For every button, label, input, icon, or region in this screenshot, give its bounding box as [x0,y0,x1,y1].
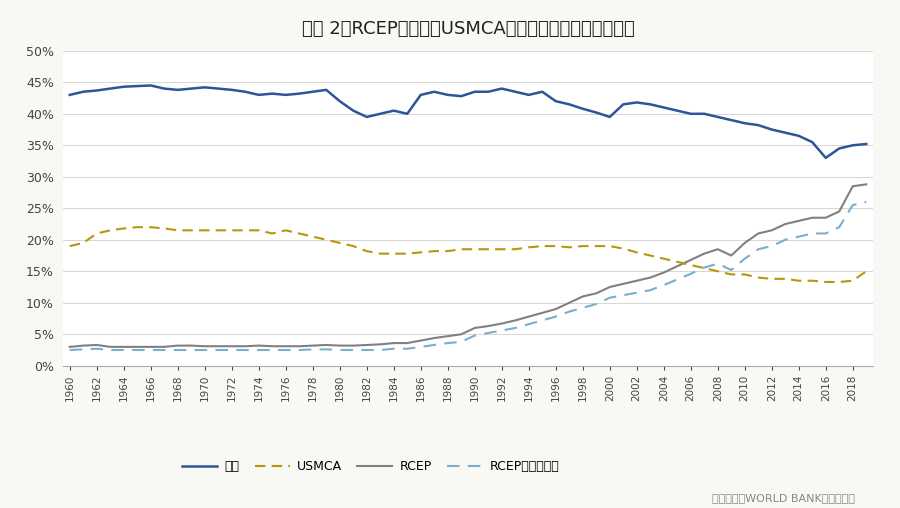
欧盟 [860,141,871,147]
Line: RCEP（除印度）: RCEP（除印度） [70,202,866,350]
USMCA [821,279,832,285]
RCEP [65,344,76,350]
RCEP [860,181,871,187]
RCEP（除印度） [65,347,76,353]
RCEP（除印度） [200,347,211,353]
RCEP（除印度） [335,347,346,353]
RCEP [266,343,277,350]
Title: 图表 2：RCEP、欧盟及USMCA服务和货物出口占全球比重: 图表 2：RCEP、欧盟及USMCA服务和货物出口占全球比重 [302,20,634,38]
USMCA [335,240,346,246]
USMCA [212,227,223,233]
USMCA [307,234,319,240]
欧盟 [335,98,346,104]
USMCA [65,243,76,249]
Line: RCEP: RCEP [70,184,866,347]
欧盟 [307,89,319,95]
USMCA [347,243,358,249]
Line: USMCA: USMCA [70,227,866,282]
RCEP（除印度） [266,347,277,353]
USMCA [860,268,871,274]
Text: 数据来源：WORLD BANK、兴业研究: 数据来源：WORLD BANK、兴业研究 [712,493,855,503]
欧盟 [347,108,358,114]
USMCA [281,227,292,233]
欧盟 [578,106,589,112]
RCEP [320,342,331,348]
RCEP（除印度） [320,346,331,353]
Line: 欧盟: 欧盟 [70,85,866,158]
欧盟 [281,92,292,98]
RCEP [293,343,304,350]
RCEP [335,342,346,348]
USMCA [131,224,142,230]
RCEP（除印度） [293,347,304,353]
USMCA [578,243,589,249]
欧盟 [146,82,157,88]
RCEP [200,343,211,350]
RCEP（除印度） [563,308,574,314]
Legend: 欧盟, USMCA, RCEP, RCEP（除印度）: 欧盟, USMCA, RCEP, RCEP（除印度） [182,460,560,473]
RCEP（除印度） [860,199,871,205]
欧盟 [212,85,223,91]
欧盟 [65,92,76,98]
欧盟 [821,155,832,161]
RCEP [563,300,574,306]
